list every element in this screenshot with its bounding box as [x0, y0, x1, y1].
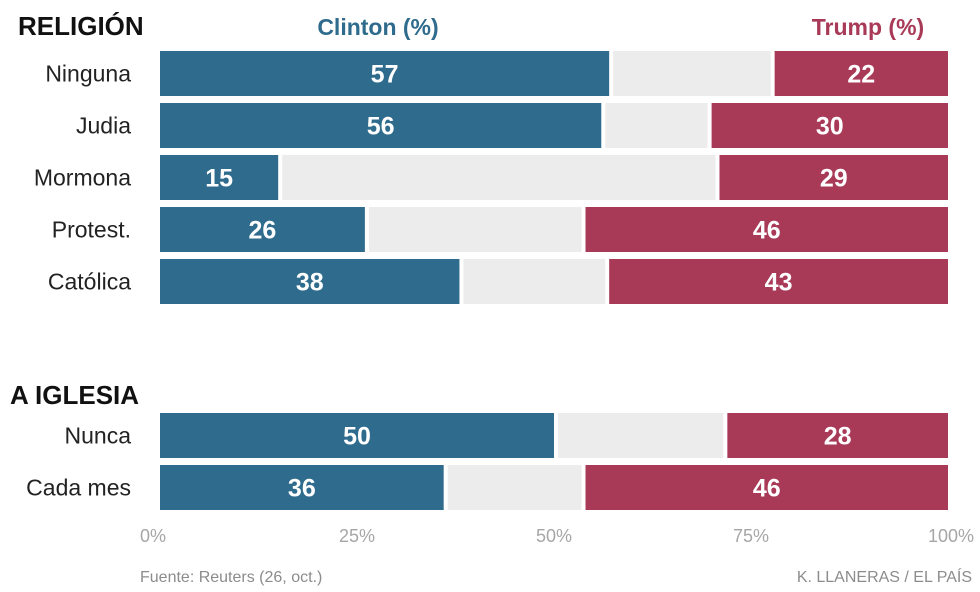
credit-note: K. LLANERAS / EL PAÍS [797, 567, 972, 586]
category-label-judia: Judia [76, 113, 131, 139]
clinton-value-judia: 56 [367, 113, 395, 141]
clinton-value-nunca: 50 [343, 423, 371, 451]
category-label-catolica: Católica [48, 269, 131, 295]
trump-bar-cada-mes [585, 465, 948, 510]
trump-value-mormona: 29 [820, 165, 848, 193]
other-bar-cada-mes [447, 465, 582, 510]
x-tick-label-4: 100% [928, 526, 974, 546]
clinton-bar-mormona [160, 155, 279, 200]
trump-series-header: Trump (%) [812, 14, 924, 40]
clinton-series-header: Clinton (%) [317, 14, 438, 40]
other-bar-nunca [558, 413, 724, 458]
other-bar-protest [368, 207, 582, 252]
trump-value-judia: 30 [816, 113, 844, 141]
trump-bar-catolica [609, 259, 948, 304]
x-tick-label-0: 0% [140, 526, 166, 546]
other-bar-mormona [282, 155, 716, 200]
trump-bar-ninguna [774, 51, 948, 96]
trump-value-nunca: 28 [824, 423, 852, 451]
other-bar-catolica [463, 259, 606, 304]
clinton-bar-protest [160, 207, 365, 252]
clinton-bar-ninguna [160, 51, 610, 96]
clinton-value-protest: 26 [249, 217, 277, 245]
trump-bar-protest [585, 207, 948, 252]
trump-bar-mormona [719, 155, 948, 200]
x-tick-label-3: 75% [733, 526, 769, 546]
other-bar-ninguna [613, 51, 771, 96]
category-label-nunca: Nunca [65, 423, 132, 449]
trump-value-protest: 46 [753, 217, 781, 245]
category-label-cada-mes: Cada mes [26, 475, 131, 501]
trump-bar-judia [711, 103, 948, 148]
x-tick-label-1: 25% [339, 526, 375, 546]
clinton-bar-catolica [160, 259, 460, 304]
clinton-value-cada-mes: 36 [288, 475, 316, 503]
clinton-value-mormona: 15 [205, 165, 233, 193]
group-title-religion: RELIGIÓN [18, 11, 144, 41]
source-note: Fuente: Reuters (26, oct.) [140, 569, 322, 586]
other-bar-judia [605, 103, 708, 148]
clinton-value-ninguna: 57 [371, 61, 399, 89]
category-label-ninguna: Ninguna [45, 61, 131, 87]
x-tick-label-2: 50% [536, 526, 572, 546]
category-label-protest: Protest. [52, 217, 131, 243]
clinton-value-catolica: 38 [296, 269, 324, 297]
plot-area: RELIGIÓN Ninguna 57 22 Judia 56 30 Mormona 15 29 P… [10, 11, 974, 546]
clinton-bar-cada-mes [160, 465, 444, 510]
trump-bar-nunca [727, 413, 948, 458]
trump-value-catolica: 43 [765, 269, 793, 297]
category-label-mormona: Mormona [34, 165, 131, 191]
clinton-bar-judia [160, 103, 602, 148]
clinton-bar-nunca [160, 413, 554, 458]
group-title-a-iglesia: A IGLESIA [10, 380, 139, 410]
trump-value-ninguna: 22 [847, 61, 875, 89]
trump-value-cada-mes: 46 [753, 475, 781, 503]
